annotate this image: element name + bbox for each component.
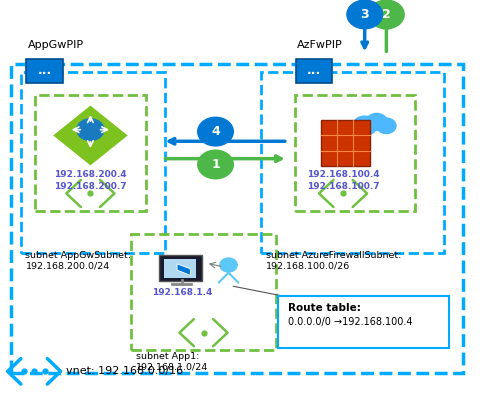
FancyBboxPatch shape <box>278 296 449 348</box>
Text: 192.168.100.7: 192.168.100.7 <box>307 182 379 191</box>
FancyBboxPatch shape <box>27 59 63 82</box>
Circle shape <box>377 118 396 134</box>
Text: subnet AppGwSubnet:
192.168.200.0/24: subnet AppGwSubnet: 192.168.200.0/24 <box>26 251 132 271</box>
Text: ...: ... <box>307 64 321 77</box>
FancyBboxPatch shape <box>164 259 197 278</box>
Polygon shape <box>177 264 191 275</box>
Text: AzFwPIP: AzFwPIP <box>297 41 343 50</box>
Text: 3: 3 <box>361 8 369 21</box>
FancyBboxPatch shape <box>296 59 333 82</box>
Circle shape <box>198 150 233 179</box>
Text: vnet: 192.168.0.0/16: vnet: 192.168.0.0/16 <box>66 366 183 376</box>
Text: 1: 1 <box>211 158 220 171</box>
Text: Route table:: Route table: <box>287 303 361 313</box>
Text: 192.168.100.4: 192.168.100.4 <box>307 170 379 179</box>
Circle shape <box>198 117 233 146</box>
Circle shape <box>347 0 382 29</box>
Circle shape <box>77 119 104 141</box>
Text: subnet App1:
192.168.1.0/24: subnet App1: 192.168.1.0/24 <box>136 352 209 372</box>
Text: 192.168.1.4: 192.168.1.4 <box>151 288 212 297</box>
Text: 2: 2 <box>382 8 391 21</box>
Circle shape <box>220 258 237 272</box>
Circle shape <box>368 0 404 29</box>
Text: subnet AzureFirewallSubnet:
192.168.100.0/26: subnet AzureFirewallSubnet: 192.168.100.… <box>266 251 401 271</box>
Polygon shape <box>51 104 130 167</box>
Text: 0.0.0.0/0 →192.168.100.4: 0.0.0.0/0 →192.168.100.4 <box>287 317 412 327</box>
Text: 192.168.200.4: 192.168.200.4 <box>54 170 127 179</box>
Text: 4: 4 <box>211 125 220 138</box>
Circle shape <box>353 116 377 136</box>
Text: ...: ... <box>38 64 52 77</box>
FancyBboxPatch shape <box>159 255 202 281</box>
Text: 192.168.200.7: 192.168.200.7 <box>54 182 127 191</box>
FancyBboxPatch shape <box>321 120 369 166</box>
Text: AppGwPIP: AppGwPIP <box>28 41 84 50</box>
Circle shape <box>366 113 387 130</box>
